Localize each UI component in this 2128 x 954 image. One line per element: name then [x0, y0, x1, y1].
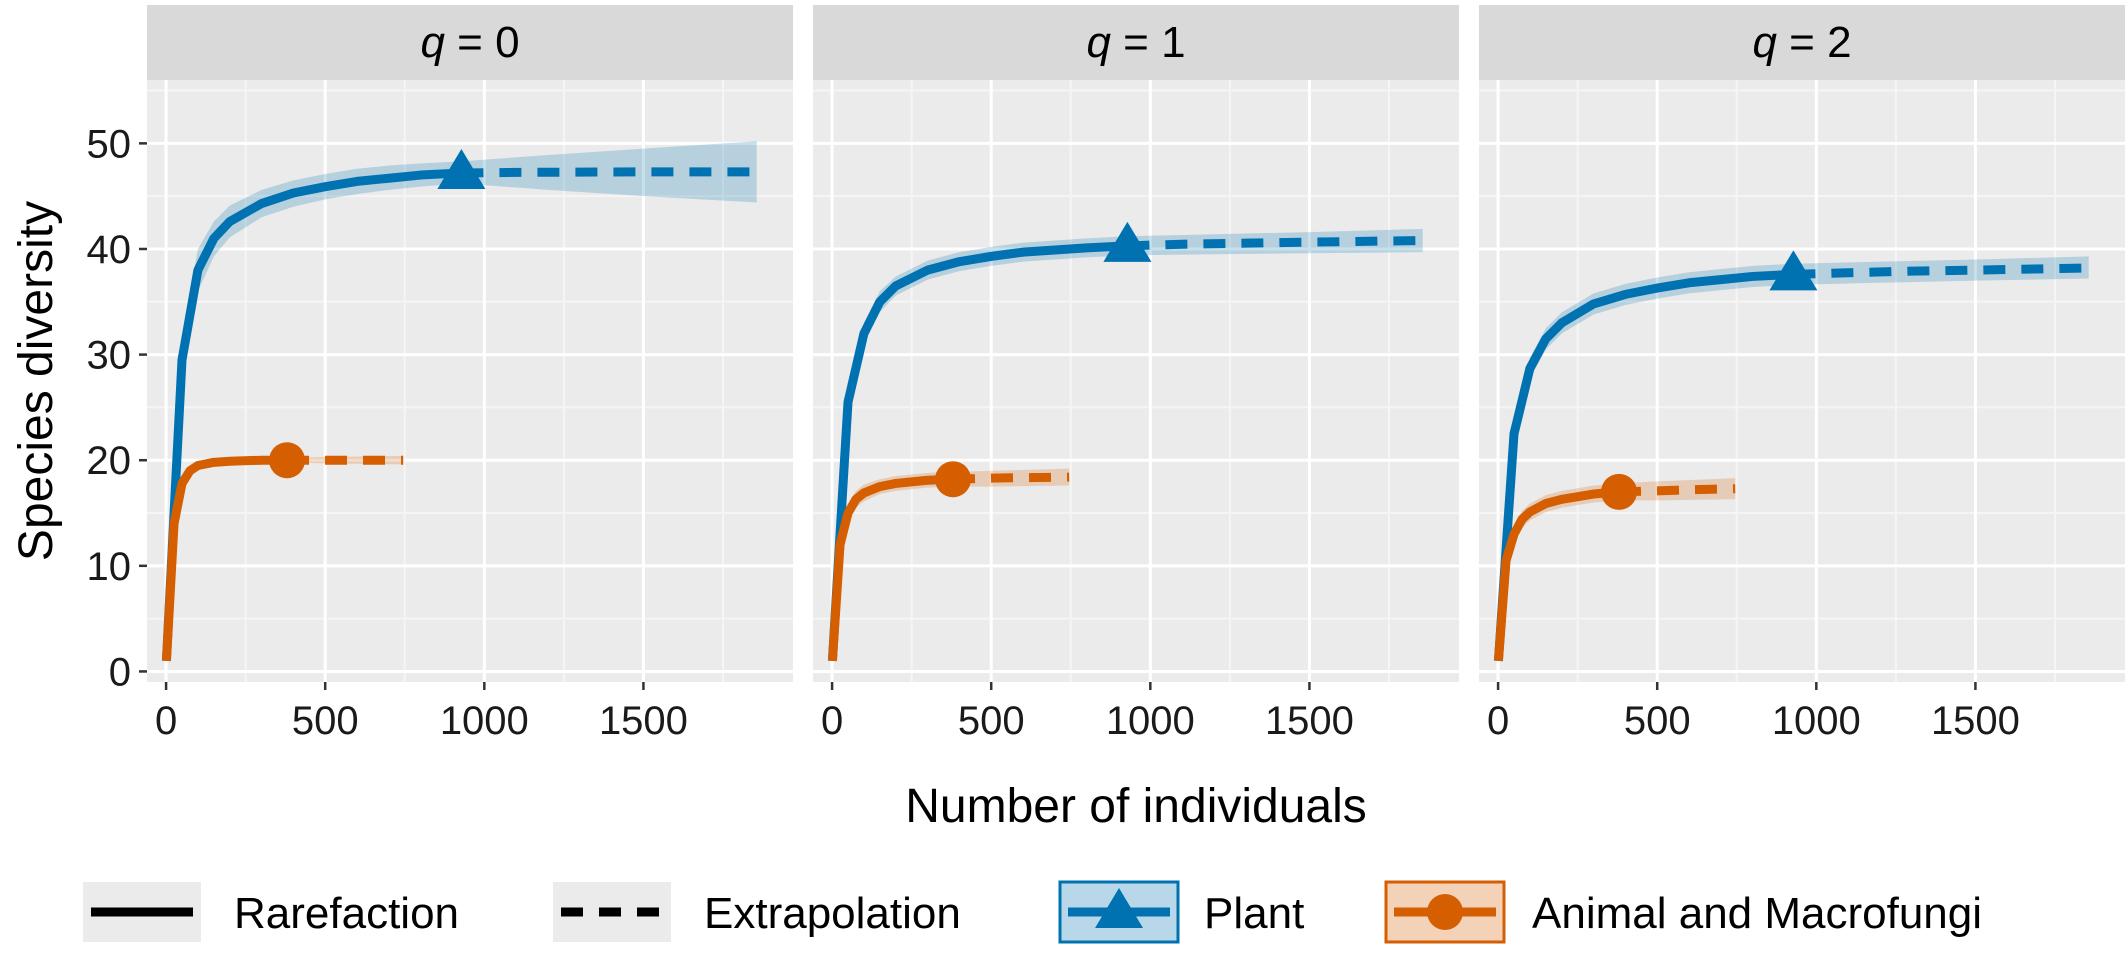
y-tick-label: 0: [109, 650, 131, 694]
strip-q-value: = 0: [445, 18, 520, 67]
strip-q-symbol: q: [420, 18, 445, 67]
strip-q-value: = 2: [1777, 18, 1852, 67]
y-tick-label: 20: [87, 439, 132, 483]
legend-label-plant: Plant: [1204, 889, 1304, 938]
legend-marker-animal: [1427, 894, 1463, 930]
facet-panel-2: q = 2 0 500 1000 1500: [1479, 5, 2125, 743]
x-axis-title: Number of individuals: [905, 780, 1367, 833]
facet-strip-label: q = 1: [1086, 18, 1185, 67]
legend: Rarefaction Extrapolation Plant Animal and …: [83, 880, 1982, 944]
legend-label-animal: Animal and Macrofungi: [1532, 889, 1982, 938]
legend-marker-plant: [1095, 888, 1143, 928]
extrapolation-line-animal: [1618, 484, 1736, 497]
x-tick-label: 1000: [1106, 699, 1195, 743]
y-tick-label: 10: [87, 545, 132, 589]
x-tick-label: 1500: [1931, 699, 2020, 743]
strip-q-value: = 1: [1111, 18, 1186, 67]
x-tick-label: 0: [821, 699, 843, 743]
rarefaction-line-animal: [827, 474, 954, 662]
x-tick-label: 0: [155, 699, 177, 743]
strip-q-symbol: q: [1752, 18, 1777, 67]
observed-marker-plant: [1103, 221, 1152, 262]
extrapolation-line-plant: [1793, 263, 2089, 279]
x-tick-label: 1000: [1772, 699, 1861, 743]
extrapolation-line-plant: [461, 167, 757, 178]
observed-marker-plant: [1769, 250, 1818, 291]
facet-panel-0: q = 0 0 500 1000 1500: [147, 5, 793, 743]
x-tick-label: 500: [958, 699, 1025, 743]
legend-label-solid: Rarefaction: [234, 889, 459, 938]
y-tick-label: 40: [87, 228, 132, 272]
rarefaction-line-plant: [827, 241, 1128, 662]
facet-strip: [147, 5, 793, 80]
observed-marker-animal: [269, 442, 306, 479]
facet-strip: [1479, 5, 2125, 80]
x-tick-label: 500: [1624, 699, 1691, 743]
observed-marker-animal: [1601, 473, 1638, 510]
y-axis-title: Species diversity: [10, 201, 63, 561]
facet-strip-label: q = 2: [1752, 18, 1851, 67]
facet-strip-label: q = 0: [420, 18, 519, 67]
ci-ribbon-animal: [1498, 478, 1736, 661]
rarefaction-line-plant: [1493, 269, 1794, 662]
y-tick-label: 50: [87, 122, 132, 166]
extrapolation-line-plant: [1127, 236, 1423, 251]
x-tick-label: 1500: [1265, 699, 1354, 743]
extrapolation-line-animal: [952, 472, 1070, 484]
strip-q-symbol: q: [1086, 18, 1111, 67]
rarefaction-line-animal: [161, 455, 288, 662]
y-tick-label: 30: [87, 334, 132, 378]
observed-marker-animal: [935, 461, 972, 498]
x-tick-label: 500: [292, 699, 359, 743]
plot-background: [1479, 80, 2125, 682]
facet-panel-1: q = 1 0 500 1000 1500: [813, 5, 1459, 743]
x-tick-label: 1500: [599, 699, 688, 743]
x-tick-label: 0: [1487, 699, 1509, 743]
legend-label-dashed: Extrapolation: [704, 889, 961, 938]
x-tick-label: 1000: [440, 699, 529, 743]
rarefaction-line-animal: [1493, 487, 1620, 662]
plot-background: [813, 80, 1459, 682]
observed-marker-plant: [437, 148, 486, 189]
rarefaction-line-plant: [161, 168, 462, 662]
ci-ribbon-plant: [166, 141, 757, 661]
facet-strip: [813, 5, 1459, 80]
